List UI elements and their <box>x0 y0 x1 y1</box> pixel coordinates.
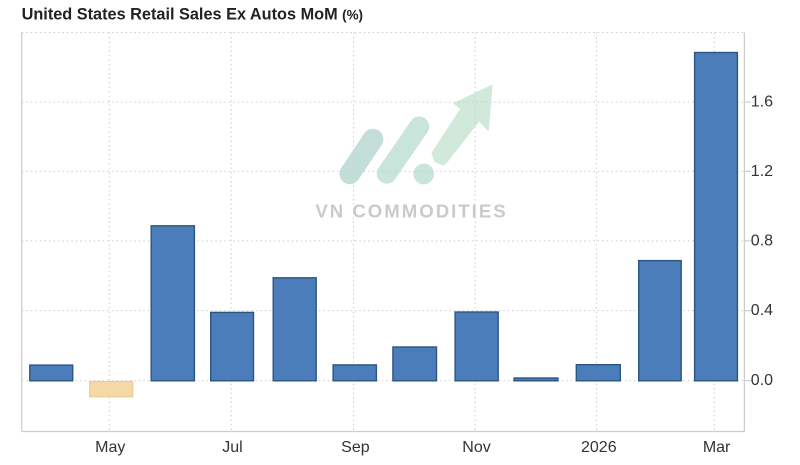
svg-text:2026: 2026 <box>581 439 617 456</box>
svg-text:VN COMMODITIES: VN COMMODITIES <box>315 200 507 221</box>
svg-text:0.0: 0.0 <box>751 372 773 389</box>
svg-text:1.2: 1.2 <box>751 163 773 180</box>
svg-text:United States Retail Sales Ex: United States Retail Sales Ex Autos MoM … <box>22 6 363 24</box>
svg-text:1.6: 1.6 <box>751 94 773 111</box>
svg-text:Mar: Mar <box>703 439 731 456</box>
svg-text:Sep: Sep <box>341 439 370 456</box>
svg-text:Jul: Jul <box>222 439 242 456</box>
svg-text:0.4: 0.4 <box>751 302 773 319</box>
svg-text:Nov: Nov <box>462 439 490 456</box>
svg-text:0.8: 0.8 <box>751 232 773 249</box>
svg-text:May: May <box>95 439 125 456</box>
